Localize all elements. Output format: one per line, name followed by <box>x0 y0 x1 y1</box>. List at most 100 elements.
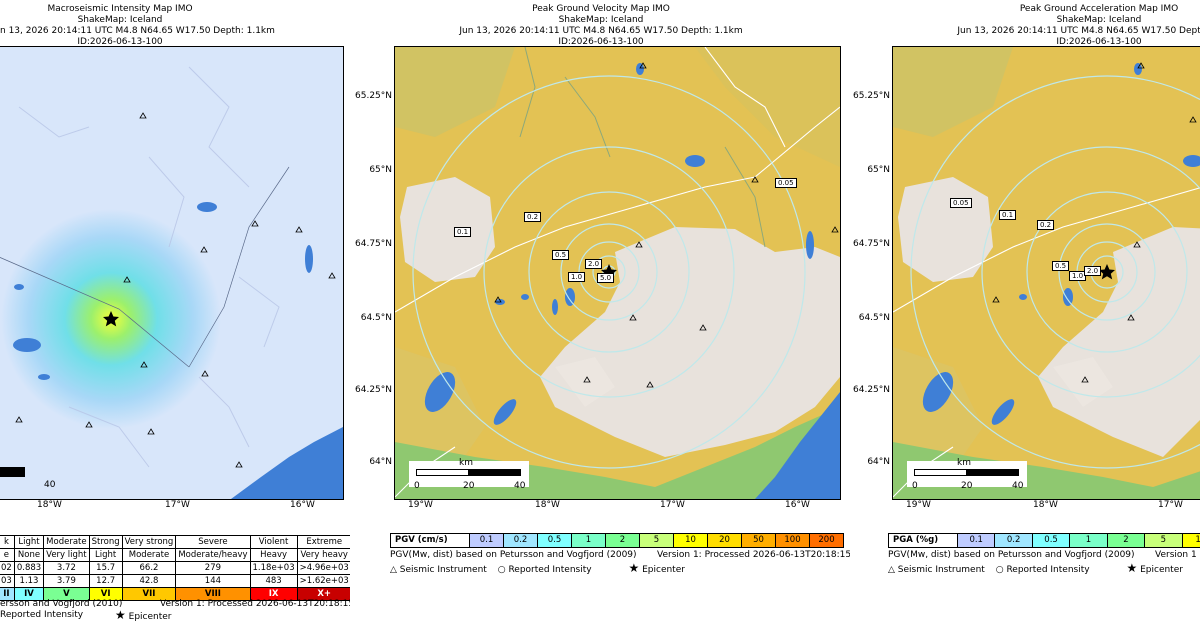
scale-tick: 0 <box>912 481 918 491</box>
pga-map[interactable]: 0.05 0.1 0.2 0.5 1.0 2.0 km 0 20 40 <box>892 46 1200 500</box>
x-tick: 16°W <box>290 500 315 510</box>
footer-text: PGV(Mw, dist) based on Petursson and Vog… <box>888 550 1135 560</box>
title-line: ShakeMap: Iceland <box>558 15 644 25</box>
table-cell: 15.7 <box>88 561 123 575</box>
pgv-map[interactable]: 0.05 0.1 0.2 0.5 1.0 2.0 5.0 km 0 20 40 <box>394 46 841 500</box>
x-tick: 18°W <box>1033 500 1058 510</box>
bar-cell: 10 <box>1182 534 1200 547</box>
contour-label: 0.2 <box>524 212 542 222</box>
bar-cell: 0.5 <box>1032 534 1071 547</box>
x-tick: 18°W <box>37 500 62 510</box>
pgv-legend: △ Seismic Instrument ○ Reported Intensit… <box>390 561 685 575</box>
y-tick: 64°N <box>867 457 890 467</box>
y-tick: 65°N <box>369 165 392 175</box>
title-line: n 13, 2026 20:14:11 UTC M4.8 N64.65 W17.… <box>0 26 275 36</box>
table-cell: Extreme <box>296 535 350 549</box>
x-tick: 18°W <box>535 500 560 510</box>
contour-label: 0.1 <box>999 210 1017 220</box>
table-row: 03 1.13 3.79 12.7 42.8 144 483 >1.62e+03 <box>0 574 350 588</box>
bar-cell: 0.1 <box>958 534 996 547</box>
table-row: k Light Moderate Strong Very strong Severe Vio… <box>0 535 350 549</box>
scale-unit: km <box>459 458 473 468</box>
table-cell: k <box>0 535 15 549</box>
y-tick: 65.25°N <box>853 91 890 101</box>
y-tick: 64°N <box>369 457 392 467</box>
contour-label: 2.0 <box>585 259 603 269</box>
intensity-row: II IV V VI VII VIII IX X+ <box>0 587 350 601</box>
bar-cell: 50 <box>742 534 776 547</box>
table-cell: >4.96e+03 <box>296 561 350 575</box>
reported-legend-icon: ○ <box>497 565 506 575</box>
bar-cell: 0.2 <box>995 534 1033 547</box>
scale-unit: km <box>957 458 971 468</box>
table-row: 02 0.883 3.72 15.7 66.2 279 1.18e+03 >4.96e+03 <box>0 561 350 575</box>
table-cell: 483 <box>249 574 298 588</box>
footer-text: ersson and Vogfjord (2010) <box>0 599 123 609</box>
bar-cell: 5 <box>1145 534 1183 547</box>
pga-version: Version 1 <box>1155 550 1197 560</box>
table-cell: Moderate <box>121 548 177 562</box>
pgv-map-svg <box>395 47 840 499</box>
table-cell: Moderate/heavy <box>175 548 251 562</box>
title-line: ID:2026-06-13-100 <box>558 37 644 47</box>
intensity-legend: Reported Intensity <box>0 610 83 620</box>
contour-label: 0.2 <box>1037 220 1055 230</box>
y-tick: 65°N <box>867 165 890 175</box>
intensity-legend-epi: ★ Epicenter <box>115 608 172 622</box>
x-tick: 17°W <box>1158 500 1183 510</box>
bar-cell: 0.1 <box>470 534 504 547</box>
pga-legend: △ Seismic Instrument ○ Reported Intensit… <box>888 561 1183 575</box>
scale-tick: 40 <box>44 480 56 490</box>
intensity-cell: IX <box>249 587 298 601</box>
table-cell: None <box>13 548 45 562</box>
title-line: ShakeMap: Iceland <box>1056 15 1142 25</box>
scale-tick: 40 <box>1012 481 1024 491</box>
pgv-footer: PGV(Mw, dist) based on Petursson and Vog… <box>390 550 637 560</box>
contour-label: 0.05 <box>775 178 797 188</box>
table-cell: 3.79 <box>43 574 90 588</box>
contour-label: 5.0 <box>597 273 615 283</box>
intensity-cell: X+ <box>296 587 350 601</box>
table-cell: Severe <box>175 535 251 549</box>
title-line: Jun 13, 2026 20:14:11 UTC M4.8 N64.65 W1… <box>957 26 1200 36</box>
bar-label: PGV (cm/s) <box>391 534 470 547</box>
table-cell: Light <box>88 548 123 562</box>
bar-cell: 2 <box>606 534 640 547</box>
table-cell: 02 <box>0 561 15 575</box>
table-cell: Very strong <box>121 535 177 549</box>
legend-reported: Reported Intensity <box>0 610 84 620</box>
scale-bar <box>0 467 25 477</box>
x-tick: 16°W <box>785 500 810 510</box>
table-cell: e <box>0 548 15 562</box>
intensity-title: Macroseismic Intensity Map IMO ShakeMap:… <box>0 4 275 48</box>
y-tick: 64.25°N <box>853 385 890 395</box>
table-cell: 12.7 <box>88 574 123 588</box>
table-cell: Very light <box>43 548 90 562</box>
title-line: Peak Ground Velocity Map IMO <box>532 4 670 14</box>
pga-map-svg <box>893 47 1200 499</box>
legend-instrument: Seismic Instrument <box>399 565 487 575</box>
y-tick: 64.75°N <box>355 239 392 249</box>
bar-cell: 200 <box>810 534 843 547</box>
legend-instrument: Seismic Instrument <box>897 565 985 575</box>
table-cell: 0.883 <box>13 561 45 575</box>
intensity-map[interactable]: 40 <box>0 46 344 500</box>
intensity-cell: IV <box>13 587 45 601</box>
pgv-panel: Peak Ground Velocity Map IMO ShakeMap: I… <box>352 0 850 630</box>
epicenter-legend-icon: ★ <box>115 608 126 622</box>
instrument-legend-icon: △ <box>888 565 895 575</box>
table-cell: 279 <box>175 561 251 575</box>
x-tick: 19°W <box>408 500 433 510</box>
pga-footer: PGV(Mw, dist) based on Petursson and Vog… <box>888 550 1135 560</box>
intensity-panel: Macroseismic Intensity Map IMO ShakeMap:… <box>0 0 350 630</box>
pga-panel: Peak Ground Acceleration Map IMO ShakeMa… <box>850 0 1200 630</box>
footer-text: PGV(Mw, dist) based on Petursson and Vog… <box>390 550 637 560</box>
intensity-cell: II <box>0 587 15 601</box>
legend-reported: Reported Intensity <box>508 565 592 575</box>
table-cell: Very heavy <box>296 548 350 562</box>
table-cell: Heavy <box>249 548 298 562</box>
intensity-cell: VI <box>88 587 123 601</box>
y-tick: 64.75°N <box>853 239 890 249</box>
contour-label: 0.5 <box>552 250 570 260</box>
